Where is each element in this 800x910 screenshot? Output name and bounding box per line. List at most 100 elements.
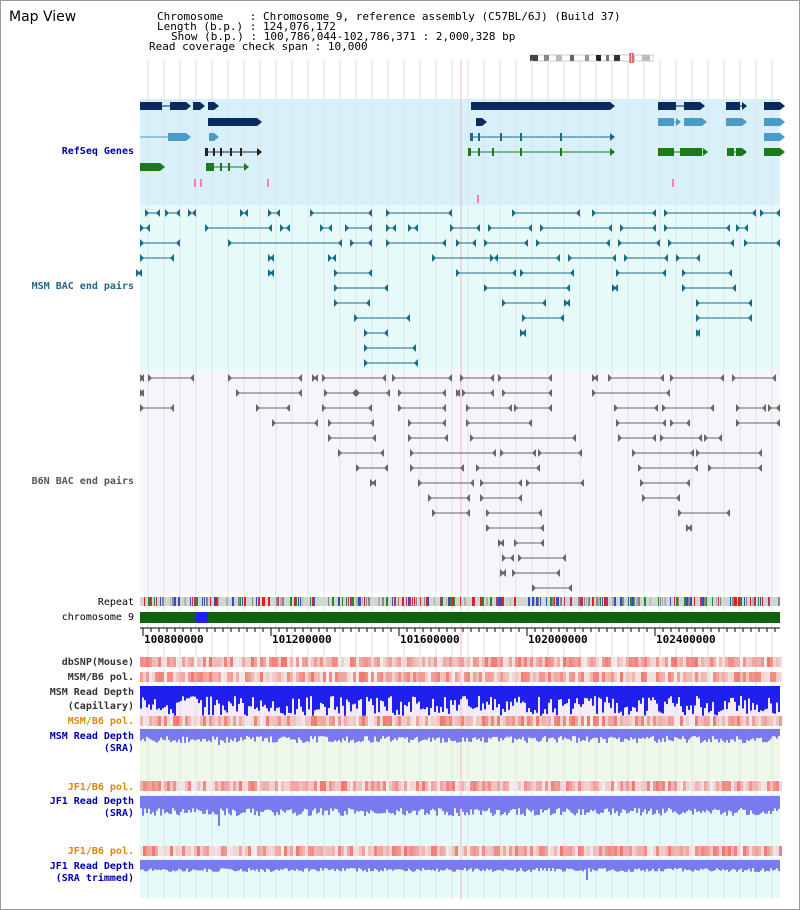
track-label-msm-depth-capillary-1[interactable]: MSM Read Depth <box>49 687 134 698</box>
msm-sra-depth-bar <box>508 729 510 738</box>
msm-capillary-depth-bar <box>606 686 608 697</box>
track-label-dbsnp[interactable]: dbSNP(Mouse) <box>61 657 134 668</box>
dbsnp-cell <box>578 657 581 667</box>
jf1-pol2-cell <box>245 846 248 856</box>
msm-capillary-depth-bar <box>672 686 674 703</box>
jf1-sra-depth-bar <box>246 796 248 809</box>
jf1-pol2-cell <box>713 846 716 856</box>
track-label-jf1-pol[interactable]: JF1/B6 pol. <box>67 782 134 793</box>
repeat-element <box>554 597 555 606</box>
repeat-element <box>688 597 690 606</box>
dbsnp-cell <box>152 657 155 667</box>
msm-capillary-depth-bar <box>736 686 738 711</box>
msm-pol2-cell <box>623 716 626 726</box>
jf1-pol2-cell <box>740 846 743 856</box>
msm-pol-cell <box>716 672 719 682</box>
repeat-element <box>298 597 299 606</box>
msm-pol2-cell <box>578 716 581 726</box>
heatmap-tracks[interactable] <box>140 657 782 880</box>
jf1-trim-depth-bar <box>652 860 654 869</box>
repeat-track[interactable] <box>140 597 780 606</box>
jf1-pol2-cell <box>212 846 215 856</box>
msm-pol-cell <box>191 672 194 682</box>
jf1-pol-cell <box>263 781 266 791</box>
jf1-trim-depth-bar <box>666 860 668 869</box>
jf1-sra-depth-bar <box>400 796 402 809</box>
jf1-sra-depth-bar <box>296 796 298 816</box>
b6n-pair-end <box>562 554 566 562</box>
jf1-sra-depth-bar <box>718 796 720 810</box>
jf1-sra-depth-bar <box>578 796 580 810</box>
track-label-b6n-bac[interactable]: B6N BAC end pairs <box>31 476 134 487</box>
jf1-trim-depth-bar <box>552 860 554 869</box>
jf1-pol2-cell <box>290 846 293 856</box>
msm-pol2-cell <box>230 716 233 726</box>
jf1-trim-depth-bar <box>410 860 412 871</box>
dbsnp-cell <box>761 657 764 667</box>
msm-capillary-depth-bar <box>454 686 456 701</box>
track-label-jf1-depth-trimmed-1[interactable]: JF1 Read Depth <box>49 861 134 872</box>
jf1-trim-depth-bar <box>474 860 476 870</box>
jf1-pol2-cell <box>278 846 281 856</box>
b6n-pair-end <box>762 404 766 412</box>
track-label-chromosome[interactable]: chromosome 9 <box>61 612 134 623</box>
msm-capillary-depth-bar <box>584 686 586 699</box>
b6n-pair-end <box>448 374 452 382</box>
jf1-pol2-cell <box>179 846 182 856</box>
b6n-pair-start <box>356 464 360 472</box>
jf1-sra-depth-bar <box>280 796 282 810</box>
refseq-gene-track[interactable] <box>140 102 785 203</box>
jf1-pol-cell <box>230 781 233 791</box>
track-label-msm-bac[interactable]: MSM BAC end pairs <box>31 281 134 292</box>
chromosome-ideogram[interactable] <box>530 53 654 63</box>
msm-bac-track[interactable] <box>136 209 780 367</box>
b6n-bac-track[interactable] <box>140 374 780 592</box>
msm-sra-depth-bar <box>538 729 540 742</box>
jf1-trim-depth-bar <box>684 860 686 870</box>
msm-pol-cell <box>407 672 410 682</box>
jf1-pol-cell <box>629 781 632 791</box>
track-label-jf1-depth-sra-1[interactable]: JF1 Read Depth <box>49 796 134 807</box>
jf1-trim-depth-bar <box>332 860 334 869</box>
msm-sra-depth-bar <box>458 729 460 743</box>
msm-pol-cell <box>671 672 674 682</box>
dbsnp-cell <box>203 657 206 667</box>
jf1-sra-depth-bar <box>682 796 684 813</box>
repeat-element <box>408 597 410 606</box>
jf1-pol-cell <box>674 781 677 791</box>
track-label-msm-pol[interactable]: MSM/B6 pol. <box>67 672 134 683</box>
jf1-trim-depth-bar <box>340 860 342 872</box>
dbsnp-cell <box>503 657 506 667</box>
jf1-pol2-cell <box>557 846 560 856</box>
dbsnp-cell <box>488 657 491 667</box>
dbsnp-cell <box>197 657 200 667</box>
dbsnp-cell <box>296 657 299 667</box>
msm-pol2-cell <box>290 716 293 726</box>
gene-arrow <box>257 118 262 126</box>
msm-pol2-cell <box>767 716 770 726</box>
track-label-jf1-pol-2[interactable]: JF1/B6 pol. <box>67 846 134 857</box>
jf1-sra-depth-bar <box>418 796 420 811</box>
jf1-sra-depth-bar <box>610 796 612 815</box>
jf1-sra-depth-bar <box>470 796 472 810</box>
track-label-repeat[interactable]: Repeat <box>97 597 134 608</box>
repeat-element <box>550 597 552 606</box>
chromosome-label: Chromosome <box>157 10 224 23</box>
dbsnp-cell <box>632 657 635 667</box>
jf1-pol2-cell <box>341 846 344 856</box>
dbsnp-cell <box>206 657 209 667</box>
track-label-msm-depth-sra-1[interactable]: MSM Read Depth <box>49 731 134 742</box>
map-view-title[interactable]: Map View <box>9 9 77 25</box>
ruler-tick-label: 102400000 <box>656 633 716 646</box>
msm-capillary-depth-bar <box>316 686 318 710</box>
jf1-pol2-cell <box>686 846 689 856</box>
chromosome-bar[interactable] <box>140 612 780 623</box>
dbsnp-cell <box>500 657 503 667</box>
track-label-msm-pol-2[interactable]: MSM/B6 pol. <box>67 716 134 727</box>
repeat-element <box>560 597 562 606</box>
jf1-sra-depth-bar <box>272 796 274 813</box>
jf1-sra-depth-bar <box>584 796 586 815</box>
msm-capillary-depth-bar <box>382 686 384 702</box>
track-label-refseq[interactable]: RefSeq Genes <box>61 146 134 157</box>
